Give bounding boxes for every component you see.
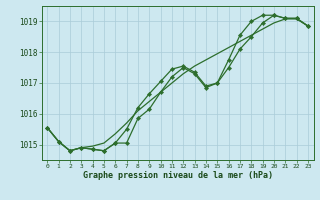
X-axis label: Graphe pression niveau de la mer (hPa): Graphe pression niveau de la mer (hPa) [83, 171, 273, 180]
